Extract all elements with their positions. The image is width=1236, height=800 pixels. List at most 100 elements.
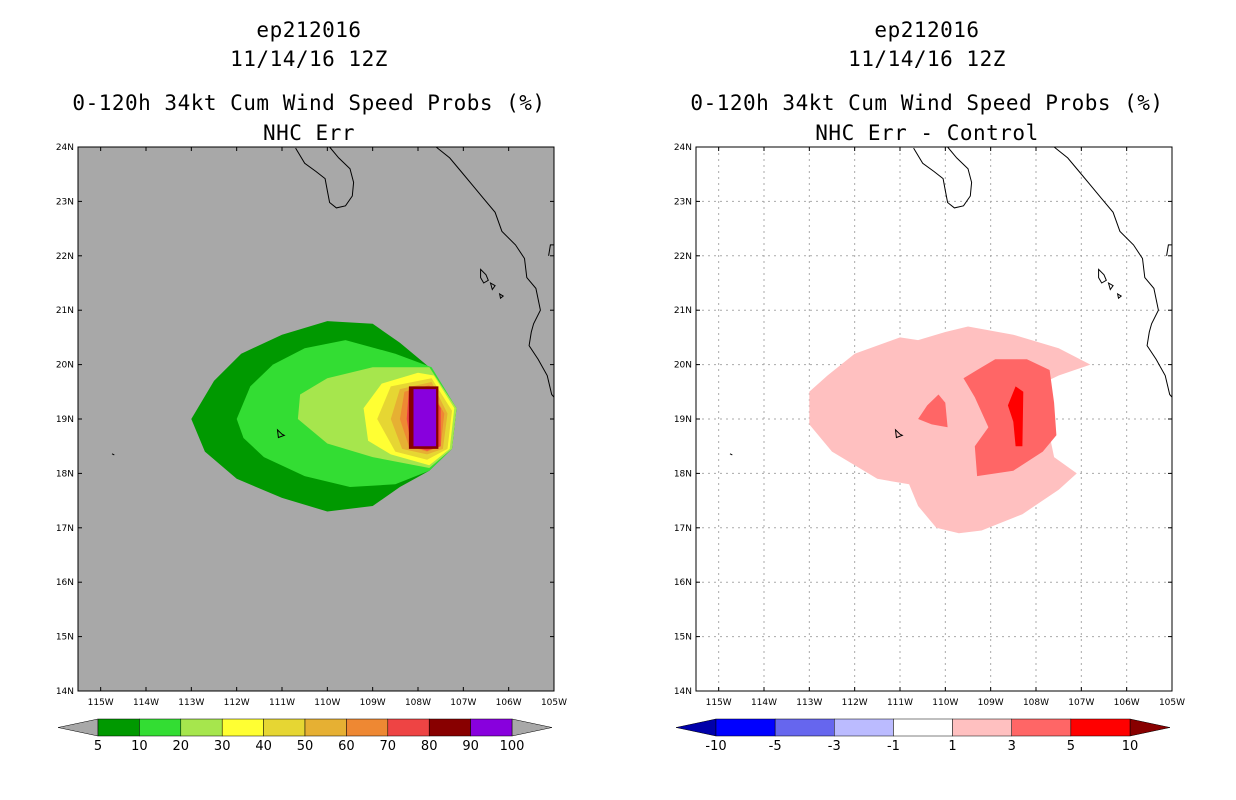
- colorbar-label: 20: [173, 739, 190, 754]
- colorbar-label: 70: [380, 739, 397, 754]
- map-frame: [695, 146, 1173, 692]
- colorbar-segment: [346, 718, 389, 737]
- lat-label: 16N: [674, 578, 692, 588]
- panel-title-product: 0-120h 34kt Cum Wind Speed Probs (%): [690, 91, 1164, 115]
- lat-label: 16N: [56, 578, 74, 588]
- probability-map: 115W 114W 113W 112W 111W 110W 109W 108W 107W 106W…: [56, 143, 567, 754]
- coastline-segment: [913, 146, 973, 209]
- colorbar-label: 3: [1008, 739, 1016, 754]
- lat-label: 24N: [674, 143, 692, 153]
- colorbar-arrow-right: [511, 718, 553, 737]
- lon-label: 111W: [887, 698, 913, 708]
- colorbar-segment: [221, 718, 264, 737]
- colorbar-segment: [304, 718, 347, 737]
- panel-title-date: 11/14/16 12Z: [230, 47, 388, 71]
- lat-label: 15N: [56, 633, 74, 643]
- probability-contours: [191, 321, 457, 512]
- lat-label: 14N: [56, 687, 74, 697]
- lat-label: 20N: [674, 361, 692, 371]
- lon-label: 115W: [88, 698, 114, 708]
- coastline-segment: [1166, 244, 1172, 256]
- lon-label: 115W: [706, 698, 732, 708]
- coastline-segment: [435, 146, 555, 398]
- colorbar-label: 10: [1122, 739, 1139, 754]
- lon-label: 112W: [842, 698, 868, 708]
- colorbar-arrow-left: [675, 718, 717, 737]
- lat-label: 19N: [674, 415, 692, 425]
- difference-contours: [809, 326, 1091, 534]
- colorbar-label: 80: [421, 739, 438, 754]
- panel-title-model: NHC Err - Control: [815, 121, 1039, 145]
- colorbar-segment: [180, 718, 223, 737]
- lon-label: 114W: [751, 698, 777, 708]
- lon-label: 110W: [314, 698, 340, 708]
- lon-label: 106W: [1114, 698, 1140, 708]
- lon-label: 109W: [978, 698, 1004, 708]
- lon-label: 105W: [1159, 698, 1185, 708]
- colorbar-label: 5: [1067, 739, 1075, 754]
- lat-label: 24N: [56, 143, 74, 153]
- lon-label: 106W: [496, 698, 522, 708]
- lat-label: 18N: [56, 469, 74, 479]
- lon-label: 112W: [224, 698, 250, 708]
- colorbar-segment: [387, 718, 430, 737]
- colorbar-segment: [263, 718, 306, 737]
- colorbar-label: 1: [948, 739, 956, 754]
- lat-label: 19N: [56, 415, 74, 425]
- lat-label: 22N: [674, 252, 692, 262]
- diff-contour-3-5-west: [918, 394, 948, 428]
- lon-label: 108W: [405, 698, 431, 708]
- panel-title-date: 11/14/16 12Z: [848, 47, 1006, 71]
- lon-label: 113W: [796, 698, 822, 708]
- colorbar-label: 30: [214, 739, 231, 754]
- island-outline: [894, 428, 904, 439]
- island-outline: [498, 292, 505, 300]
- colorbar-segment: [715, 718, 776, 737]
- colorbar-label: 90: [462, 739, 479, 754]
- island-outline: [1107, 281, 1114, 291]
- colorbar-label: -5: [769, 739, 782, 754]
- lat-label: 21N: [674, 306, 692, 316]
- map-axes: 115W 114W 113W 112W 111W 110W 109W 108W 107W 106W…: [56, 143, 567, 708]
- island-outline: [480, 268, 489, 284]
- colorbar-label: 10: [131, 739, 148, 754]
- lat-label: 22N: [56, 252, 74, 262]
- lon-label: 113W: [178, 698, 204, 708]
- colorbar-segment: [893, 718, 953, 737]
- colorbar-segment: [774, 718, 835, 737]
- coastline: [729, 146, 1173, 456]
- island-outline: [111, 453, 115, 456]
- colorbar-label: 5: [94, 739, 102, 754]
- panel-title-storm: ep212016: [256, 18, 362, 42]
- map-frame: [77, 146, 555, 692]
- colorbar-label: -3: [828, 739, 841, 754]
- lon-label: 108W: [1023, 698, 1049, 708]
- diff-contour-3-5: [963, 359, 1057, 477]
- lat-label: 23N: [56, 197, 74, 207]
- colorbar-segment: [1070, 718, 1131, 737]
- lat-label: 17N: [56, 524, 74, 534]
- map-axes: 115W 114W 113W 112W 111W 110W 109W 108W 107W 106W…: [674, 143, 1185, 708]
- panel-title-storm: ep212016: [874, 18, 980, 42]
- colorbar-segment: [1011, 718, 1072, 737]
- lon-label: 114W: [133, 698, 159, 708]
- lon-label: 107W: [1068, 698, 1094, 708]
- colorbar: 5 10 20 30 40 50 60 70 80 90 100: [57, 718, 553, 754]
- island-outline: [489, 281, 496, 291]
- panel-title-product: 0-120h 34kt Cum Wind Speed Probs (%): [72, 91, 546, 115]
- difference-map: 115W 114W 113W 112W 111W 110W 109W 108W 107W 106W…: [674, 143, 1185, 754]
- coastline-segment: [548, 244, 554, 256]
- colorbar-segment: [139, 718, 182, 737]
- lon-label: 107W: [450, 698, 476, 708]
- colorbar-arrow-left: [57, 718, 99, 737]
- colorbar-segment: [834, 718, 894, 737]
- colorbar-label: -10: [705, 739, 726, 754]
- right-panel: ep212016 11/14/16 12Z 0-120h 34kt Cum Wi…: [618, 0, 1236, 800]
- lon-label: 105W: [541, 698, 567, 708]
- colorbar-segment: [470, 718, 513, 737]
- lat-label: 14N: [674, 687, 692, 697]
- colorbar: -10 -5 -3 -1 1 3 5 10: [675, 718, 1171, 754]
- island-outline: [1116, 292, 1123, 300]
- coastline-segment: [295, 146, 355, 209]
- lat-label: 18N: [674, 469, 692, 479]
